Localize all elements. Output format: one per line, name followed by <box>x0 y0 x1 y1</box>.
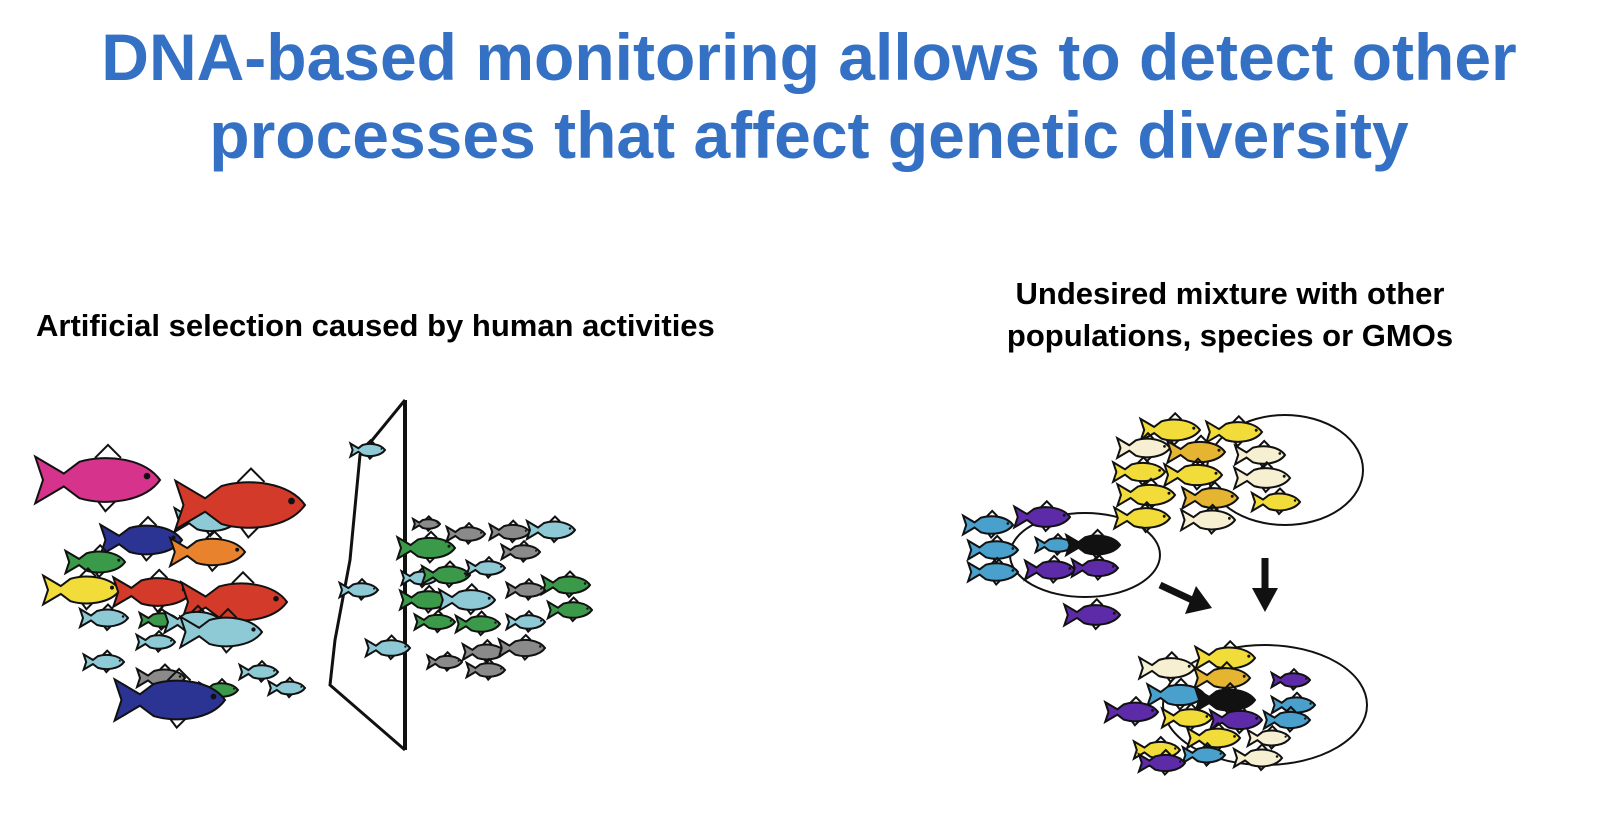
fish-icon <box>398 584 452 615</box>
fish-icon <box>63 543 127 579</box>
fish-icon <box>464 657 507 682</box>
fish-icon <box>33 443 162 513</box>
fish-icon <box>178 607 264 654</box>
fish-icon <box>1204 414 1264 448</box>
mixture-caption-line-2: populations, species or GMOs <box>1006 318 1454 353</box>
fish-icon <box>504 609 547 634</box>
fish-icon <box>1269 667 1312 692</box>
slide-title-line-2: processes that affect genetic diversity <box>209 98 1409 172</box>
fish-icon <box>41 566 122 611</box>
fish-icon <box>1233 439 1287 470</box>
fish-icon <box>1012 499 1072 533</box>
fish-icon <box>487 519 532 544</box>
fish-icon <box>966 556 1020 587</box>
fish-icon <box>499 539 542 564</box>
fish-icon <box>411 515 442 533</box>
fish-icon <box>961 509 1015 540</box>
fish-icon <box>425 650 464 673</box>
fish-icon <box>168 529 247 573</box>
fish-icon <box>540 570 592 599</box>
fish-icon <box>395 530 457 564</box>
slide-title-line-1: DNA-based monitoring allows to detect ot… <box>101 20 1517 94</box>
mixture-caption: Undesired mixture with other populations… <box>960 273 1500 357</box>
fish-icon <box>444 521 487 546</box>
fish-icon <box>546 596 594 623</box>
fish-icon <box>266 676 307 699</box>
fish-icon <box>237 659 280 684</box>
mixture-caption-line-1: Undesired mixture with other <box>1015 276 1445 311</box>
fish-icon <box>1180 741 1227 768</box>
fish-icon <box>348 438 387 461</box>
selection-fish-school <box>33 438 594 730</box>
fish-icon <box>1245 724 1292 751</box>
fish-icon <box>111 568 194 614</box>
fish-icon <box>412 609 457 634</box>
fish-icon <box>460 638 507 665</box>
fish-icon <box>1111 456 1167 487</box>
fish-icon <box>1112 500 1172 534</box>
fish-icon <box>1232 460 1292 494</box>
fish-icon <box>78 603 130 632</box>
fish-icon <box>81 649 126 674</box>
fish-icon <box>364 634 412 661</box>
down-arrow <box>1252 558 1278 612</box>
fish-icon <box>1137 748 1187 777</box>
fish-icon <box>420 560 472 589</box>
fish-icon <box>1250 487 1302 516</box>
fish-icon <box>1262 705 1312 734</box>
fish-icon <box>1070 553 1120 582</box>
fish-icon <box>173 467 307 539</box>
artificial-selection-caption: Artificial selection caused by human act… <box>36 308 715 343</box>
fish-icon <box>497 633 547 662</box>
fish-icon <box>1162 457 1224 491</box>
fish-icon <box>134 629 177 654</box>
fish-icon <box>504 577 547 602</box>
fish-icon <box>1103 695 1160 727</box>
fish-icon <box>1062 597 1122 631</box>
diagonal-arrow <box>1158 581 1212 614</box>
fish-icon <box>1180 480 1240 514</box>
fish-icon <box>1064 528 1122 560</box>
fish-icon <box>1232 743 1284 772</box>
fish-icon <box>337 577 380 602</box>
fish-icon <box>1023 554 1077 585</box>
fish-icon <box>1179 503 1237 535</box>
mixture-fish-groups <box>961 411 1368 777</box>
fish-icon <box>112 667 227 730</box>
slide-title: DNA-based monitoring allows to detect ot… <box>0 18 1618 174</box>
fish-icon <box>464 555 507 580</box>
fish-icon <box>98 515 184 562</box>
fish-icon <box>1208 704 1264 735</box>
fish-icon <box>437 582 497 616</box>
fish-icon <box>525 515 577 544</box>
fish-icon <box>1137 650 1197 684</box>
fish-icon <box>454 610 502 637</box>
